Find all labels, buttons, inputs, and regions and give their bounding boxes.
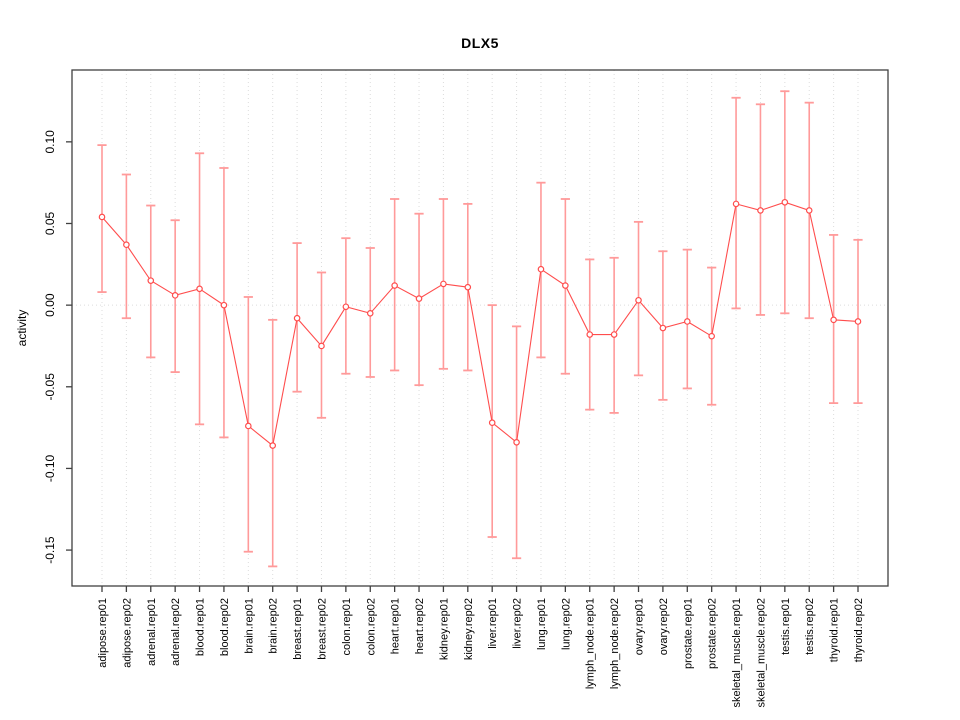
x-tick-label: blood.rep02 — [219, 598, 231, 656]
data-point — [464, 283, 472, 291]
y-tick-label: -0.10 — [43, 454, 57, 482]
x-tick-label: lymph_node.rep01 — [585, 598, 597, 689]
data-point — [318, 342, 325, 350]
data-point — [537, 265, 545, 273]
data-point — [586, 331, 594, 338]
data-point — [391, 282, 398, 289]
x-tick-label: ovary.rep02 — [658, 598, 670, 655]
x-tick-label: adrenal.rep01 — [146, 598, 158, 666]
data-point — [98, 213, 106, 221]
y-tick-label: 0.10 — [43, 130, 57, 154]
plot-frame — [71, 69, 889, 587]
data-point — [488, 419, 496, 427]
x-tick-label: heart.rep02 — [414, 598, 426, 654]
data-point — [440, 280, 447, 288]
x-tick-label: brain.rep01 — [243, 598, 255, 654]
x-tick-label: liver.rep01 — [487, 598, 499, 649]
data-point — [293, 314, 301, 322]
x-tick-label: thyroid.rep01 — [829, 598, 841, 662]
data-point — [683, 318, 691, 325]
x-tick-label: thyroid.rep02 — [853, 598, 865, 662]
data-point — [269, 442, 277, 449]
data-point — [513, 439, 520, 446]
x-tick-label: colon.rep01 — [341, 598, 353, 656]
data-point — [830, 316, 837, 324]
data-point — [366, 310, 374, 317]
x-tick-label: kidney.rep02 — [463, 598, 475, 660]
data-point — [635, 296, 642, 304]
data-point — [220, 301, 228, 309]
x-tick-label: blood.rep01 — [195, 598, 207, 656]
x-tick-label: adrenal.rep02 — [170, 598, 182, 666]
series-line — [101, 201, 859, 447]
data-point — [147, 277, 155, 284]
x-tick-label: colon.rep02 — [365, 598, 377, 656]
x-tick-label: breast.rep01 — [292, 598, 304, 660]
data-point — [245, 422, 252, 430]
y-tick-label: -0.15 — [43, 536, 57, 564]
x-tick-label: lymph_node.rep02 — [609, 598, 621, 689]
x-tick-label: lung.rep01 — [536, 598, 548, 650]
data-point — [171, 292, 179, 299]
x-tick-label: heart.rep01 — [390, 598, 402, 654]
data-point — [805, 207, 813, 214]
x-tick-label: lung.rep02 — [560, 598, 572, 650]
data-point — [342, 303, 350, 311]
data-point — [854, 318, 862, 325]
data-point — [659, 324, 667, 332]
data-point — [732, 200, 740, 208]
x-tick-label: liver.rep02 — [512, 598, 524, 649]
x-tick-label: skeletal_muscle.rep01 — [731, 598, 743, 707]
x-tick-label: prostate.rep01 — [682, 598, 694, 669]
y-tick-label: 0.00 — [43, 293, 57, 317]
x-tick-label: breast.rep02 — [316, 598, 328, 660]
y-tick-label: -0.05 — [43, 373, 57, 401]
x-tick-label: prostate.rep02 — [707, 598, 719, 669]
x-tick-label: testis.rep02 — [804, 598, 816, 655]
data-point — [781, 198, 789, 206]
data-point — [610, 331, 618, 338]
data-point — [562, 282, 569, 289]
data-point — [123, 241, 130, 249]
y-tick-label: 0.05 — [43, 211, 57, 235]
data-point — [415, 295, 423, 302]
x-tick-label: adipose.rep02 — [121, 598, 133, 668]
x-tick-label: testis.rep01 — [780, 598, 792, 655]
x-tick-label: brain.rep02 — [268, 598, 280, 654]
data-point — [757, 207, 764, 214]
chart-title: DLX5 — [461, 35, 499, 51]
x-tick-label: adipose.rep01 — [97, 598, 109, 668]
x-tick-label: ovary.rep01 — [634, 598, 646, 655]
x-tick-label: kidney.rep01 — [438, 598, 450, 660]
x-tick-label: skeletal_muscle.rep02 — [755, 598, 767, 707]
data-point — [196, 285, 203, 293]
data-point — [708, 332, 715, 340]
